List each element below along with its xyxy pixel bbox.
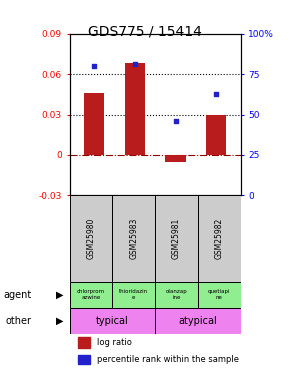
Bar: [113, 195, 155, 282]
Text: GSM25983: GSM25983: [129, 218, 138, 259]
Bar: [155, 308, 241, 334]
Bar: [70, 308, 155, 334]
Point: [92, 63, 96, 69]
Bar: [206, 114, 226, 155]
Point: [133, 62, 137, 68]
Bar: [165, 155, 186, 162]
Text: GSM25982: GSM25982: [215, 218, 224, 259]
Text: GDS775 / 15414: GDS775 / 15414: [88, 24, 202, 38]
Text: GSM25980: GSM25980: [86, 218, 95, 259]
Bar: [70, 282, 113, 308]
Text: atypical: atypical: [179, 316, 217, 326]
Bar: [198, 195, 241, 282]
Bar: [70, 195, 113, 282]
Text: agent: agent: [4, 290, 32, 300]
Text: percentile rank within the sample: percentile rank within the sample: [97, 356, 239, 364]
Text: olanzap
ine: olanzap ine: [166, 290, 187, 300]
Bar: [125, 63, 145, 155]
Bar: [155, 282, 198, 308]
Text: other: other: [6, 316, 32, 326]
Text: log ratio: log ratio: [97, 338, 132, 347]
Bar: [113, 282, 155, 308]
Text: quetiapi
ne: quetiapi ne: [208, 290, 231, 300]
Text: thioridazin
e: thioridazin e: [119, 290, 148, 300]
Text: GSM25981: GSM25981: [172, 218, 181, 259]
Bar: [78, 338, 90, 348]
Point: [214, 90, 219, 96]
Bar: [155, 195, 198, 282]
Text: ▶: ▶: [56, 316, 63, 326]
Text: typical: typical: [96, 316, 129, 326]
Text: ▶: ▶: [56, 290, 63, 300]
Bar: [198, 282, 241, 308]
Bar: [84, 93, 104, 155]
Bar: [78, 356, 90, 364]
Text: chlorprom
azwine: chlorprom azwine: [77, 290, 105, 300]
Point: [173, 118, 178, 124]
